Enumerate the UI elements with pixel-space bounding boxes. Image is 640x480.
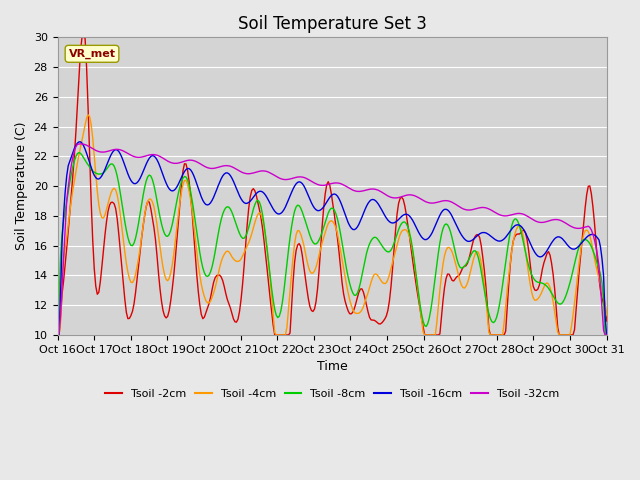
Text: VR_met: VR_met: [68, 48, 115, 59]
Legend: Tsoil -2cm, Tsoil -4cm, Tsoil -8cm, Tsoil -16cm, Tsoil -32cm: Tsoil -2cm, Tsoil -4cm, Tsoil -8cm, Tsoi…: [101, 385, 563, 404]
Title: Soil Temperature Set 3: Soil Temperature Set 3: [237, 15, 426, 33]
Y-axis label: Soil Temperature (C): Soil Temperature (C): [15, 122, 28, 251]
X-axis label: Time: Time: [317, 360, 348, 373]
